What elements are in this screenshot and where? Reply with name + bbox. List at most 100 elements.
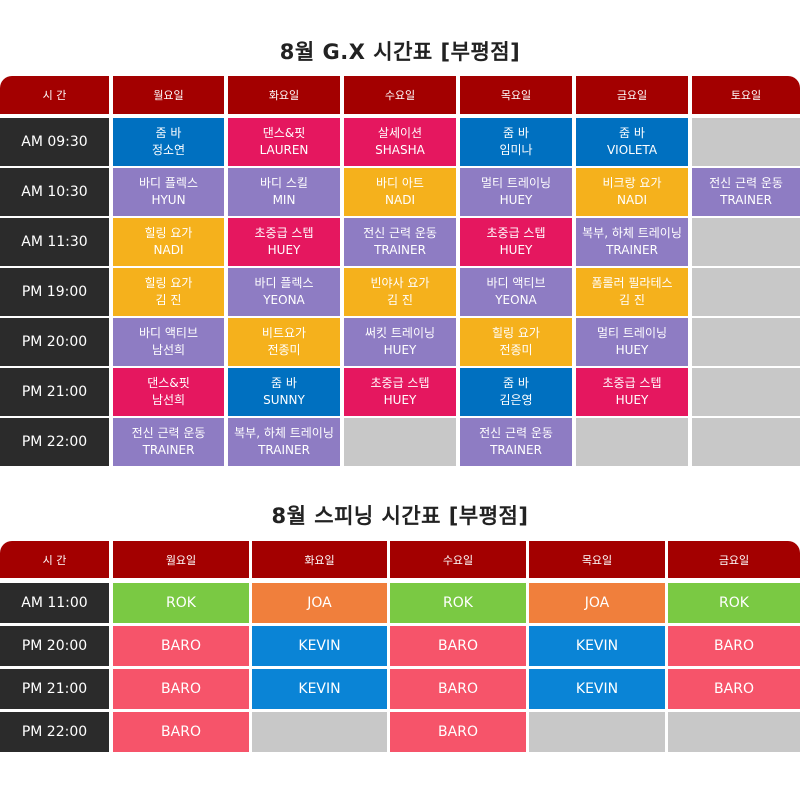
class-cell: 힐링 요가 NADI <box>113 218 224 266</box>
trainer-name: BARO <box>438 638 478 654</box>
trainer-name: 김 진 <box>619 293 645 307</box>
class-name: 전신 근력 운동 <box>709 176 783 190</box>
header-label: 수요일 <box>442 553 474 567</box>
time-cell: PM 20:00 <box>0 318 109 366</box>
trainer-name: YEONA <box>495 293 537 307</box>
empty-cell <box>692 318 800 366</box>
class-name: 줌 바 <box>619 126 645 140</box>
class-cell: 초중급 스텝 HUEY <box>576 368 688 416</box>
time-cell: PM 21:00 <box>0 368 109 416</box>
header-cell: 시 간 <box>0 541 109 578</box>
class-name: 써킷 트레이닝 <box>364 326 436 340</box>
header-cell: 목요일 <box>460 76 572 114</box>
class-cell: 댄스&핏 남선희 <box>113 368 224 416</box>
trainer-name: YEONA <box>263 293 305 307</box>
header-cell: 수요일 <box>390 541 526 578</box>
header-label: 시 간 <box>42 553 67 567</box>
time-label: PM 22:00 <box>21 434 88 450</box>
trainer-name: KEVIN <box>575 638 619 654</box>
trainer-name: KEVIN <box>298 638 341 654</box>
trainer-name: BARO <box>714 638 754 654</box>
time-label: AM 10:30 <box>21 184 88 200</box>
header-cell: 목요일 <box>529 541 665 578</box>
empty-cell <box>692 218 800 266</box>
class-name: 비크랑 요가 <box>602 176 662 190</box>
class-name: 바디 플렉스 <box>254 276 314 290</box>
class-cell: BARO <box>390 669 526 709</box>
class-name: 전신 근력 운동 <box>363 226 437 240</box>
class-name: 전신 근력 운동 <box>131 426 206 440</box>
class-name: 폼롤러 필라테스 <box>591 276 673 290</box>
class-name: 비트요가 <box>261 326 307 340</box>
header-cell: 수요일 <box>344 76 456 114</box>
class-cell: 줌 바 김은영 <box>460 368 572 416</box>
header-label: 화요일 <box>304 553 335 567</box>
class-cell: KEVIN <box>529 626 665 666</box>
class-cell: 바디 플렉스 HYUN <box>113 168 224 216</box>
class-name: 멀티 트레이닝 <box>480 176 552 190</box>
class-cell: 전신 근력 운동 TRAINER <box>692 168 800 216</box>
trainer-name: 김은영 <box>499 393 533 407</box>
header-label: 금요일 <box>616 89 648 102</box>
class-cell: 초중급 스텝 HUEY <box>228 218 340 266</box>
class-name: 복부, 하체 트레이닝 <box>582 226 682 240</box>
class-name: 살세이션 <box>377 126 423 140</box>
class-cell: 줌 바 VIOLETA <box>576 118 688 166</box>
class-name: 댄스&핏 <box>262 126 306 140</box>
header-cell: 시 간 <box>0 76 109 114</box>
trainer-name: 남선희 <box>151 393 186 407</box>
class-cell: KEVIN <box>252 669 387 709</box>
class-cell: ROK <box>668 583 800 623</box>
class-name: 멀티 트레이닝 <box>596 326 668 340</box>
time-cell: AM 11:00 <box>0 583 109 623</box>
time-label: AM 11:30 <box>21 234 88 250</box>
class-cell: BARO <box>113 669 249 709</box>
class-name: 전신 근력 운동 <box>479 426 553 440</box>
header-label: 목요일 <box>581 553 613 567</box>
class-cell: 비크랑 요가 NADI <box>576 168 688 216</box>
trainer-name: ROK <box>443 595 473 611</box>
time-label: PM 21:00 <box>21 681 88 697</box>
trainer-name: BARO <box>161 638 201 654</box>
time-label: PM 22:00 <box>21 724 88 740</box>
time-cell: PM 20:00 <box>0 626 109 666</box>
class-name: 초중급 스텝 <box>602 376 662 390</box>
trainer-name: MIN <box>272 193 296 207</box>
class-cell: KEVIN <box>252 626 387 666</box>
trainer-name: HUEY <box>383 343 417 357</box>
class-cell: 바디 스킬 MIN <box>228 168 340 216</box>
trainer-name: SUNNY <box>263 393 305 407</box>
class-cell: 비트요가 전종미 <box>228 318 340 366</box>
spinning-title: 8월 스피닝 시간표 [부평점] <box>271 504 529 528</box>
empty-cell <box>344 418 456 466</box>
class-name: 줌 바 <box>271 376 297 390</box>
trainer-name: HYUN <box>151 193 186 207</box>
trainer-name: HUEY <box>267 243 301 257</box>
header-cell: 화요일 <box>228 76 340 114</box>
class-name: 바디 스킬 <box>260 176 308 190</box>
trainer-name: 전종미 <box>499 343 533 357</box>
class-cell: 전신 근력 운동 TRAINER <box>460 418 572 466</box>
class-name: 바디 플렉스 <box>138 176 198 190</box>
trainer-name: BARO <box>438 681 478 697</box>
class-name: 초중급 스텝 <box>254 226 314 240</box>
class-cell: 바디 액티브 남선희 <box>113 318 224 366</box>
class-cell: 살세이션 SHASHA <box>344 118 456 166</box>
trainer-name: 김 진 <box>387 293 413 307</box>
time-cell: PM 22:00 <box>0 418 109 466</box>
class-cell: BARO <box>390 712 526 752</box>
time-cell: PM 21:00 <box>0 669 109 709</box>
class-cell: BARO <box>390 626 526 666</box>
time-cell: PM 22:00 <box>0 712 109 752</box>
class-name: 빈야사 요가 <box>370 276 430 290</box>
time-label: PM 19:00 <box>21 284 88 300</box>
class-cell: 멀티 트레이닝 HUEY <box>460 168 572 216</box>
trainer-name: 남선희 <box>151 343 186 357</box>
trainer-name: BARO <box>438 724 478 740</box>
header-label: 수요일 <box>384 89 416 102</box>
trainer-name: HUEY <box>615 393 649 407</box>
time-cell: AM 09:30 <box>0 118 109 166</box>
class-name: 힐링 요가 <box>492 326 540 340</box>
empty-cell <box>252 712 387 752</box>
